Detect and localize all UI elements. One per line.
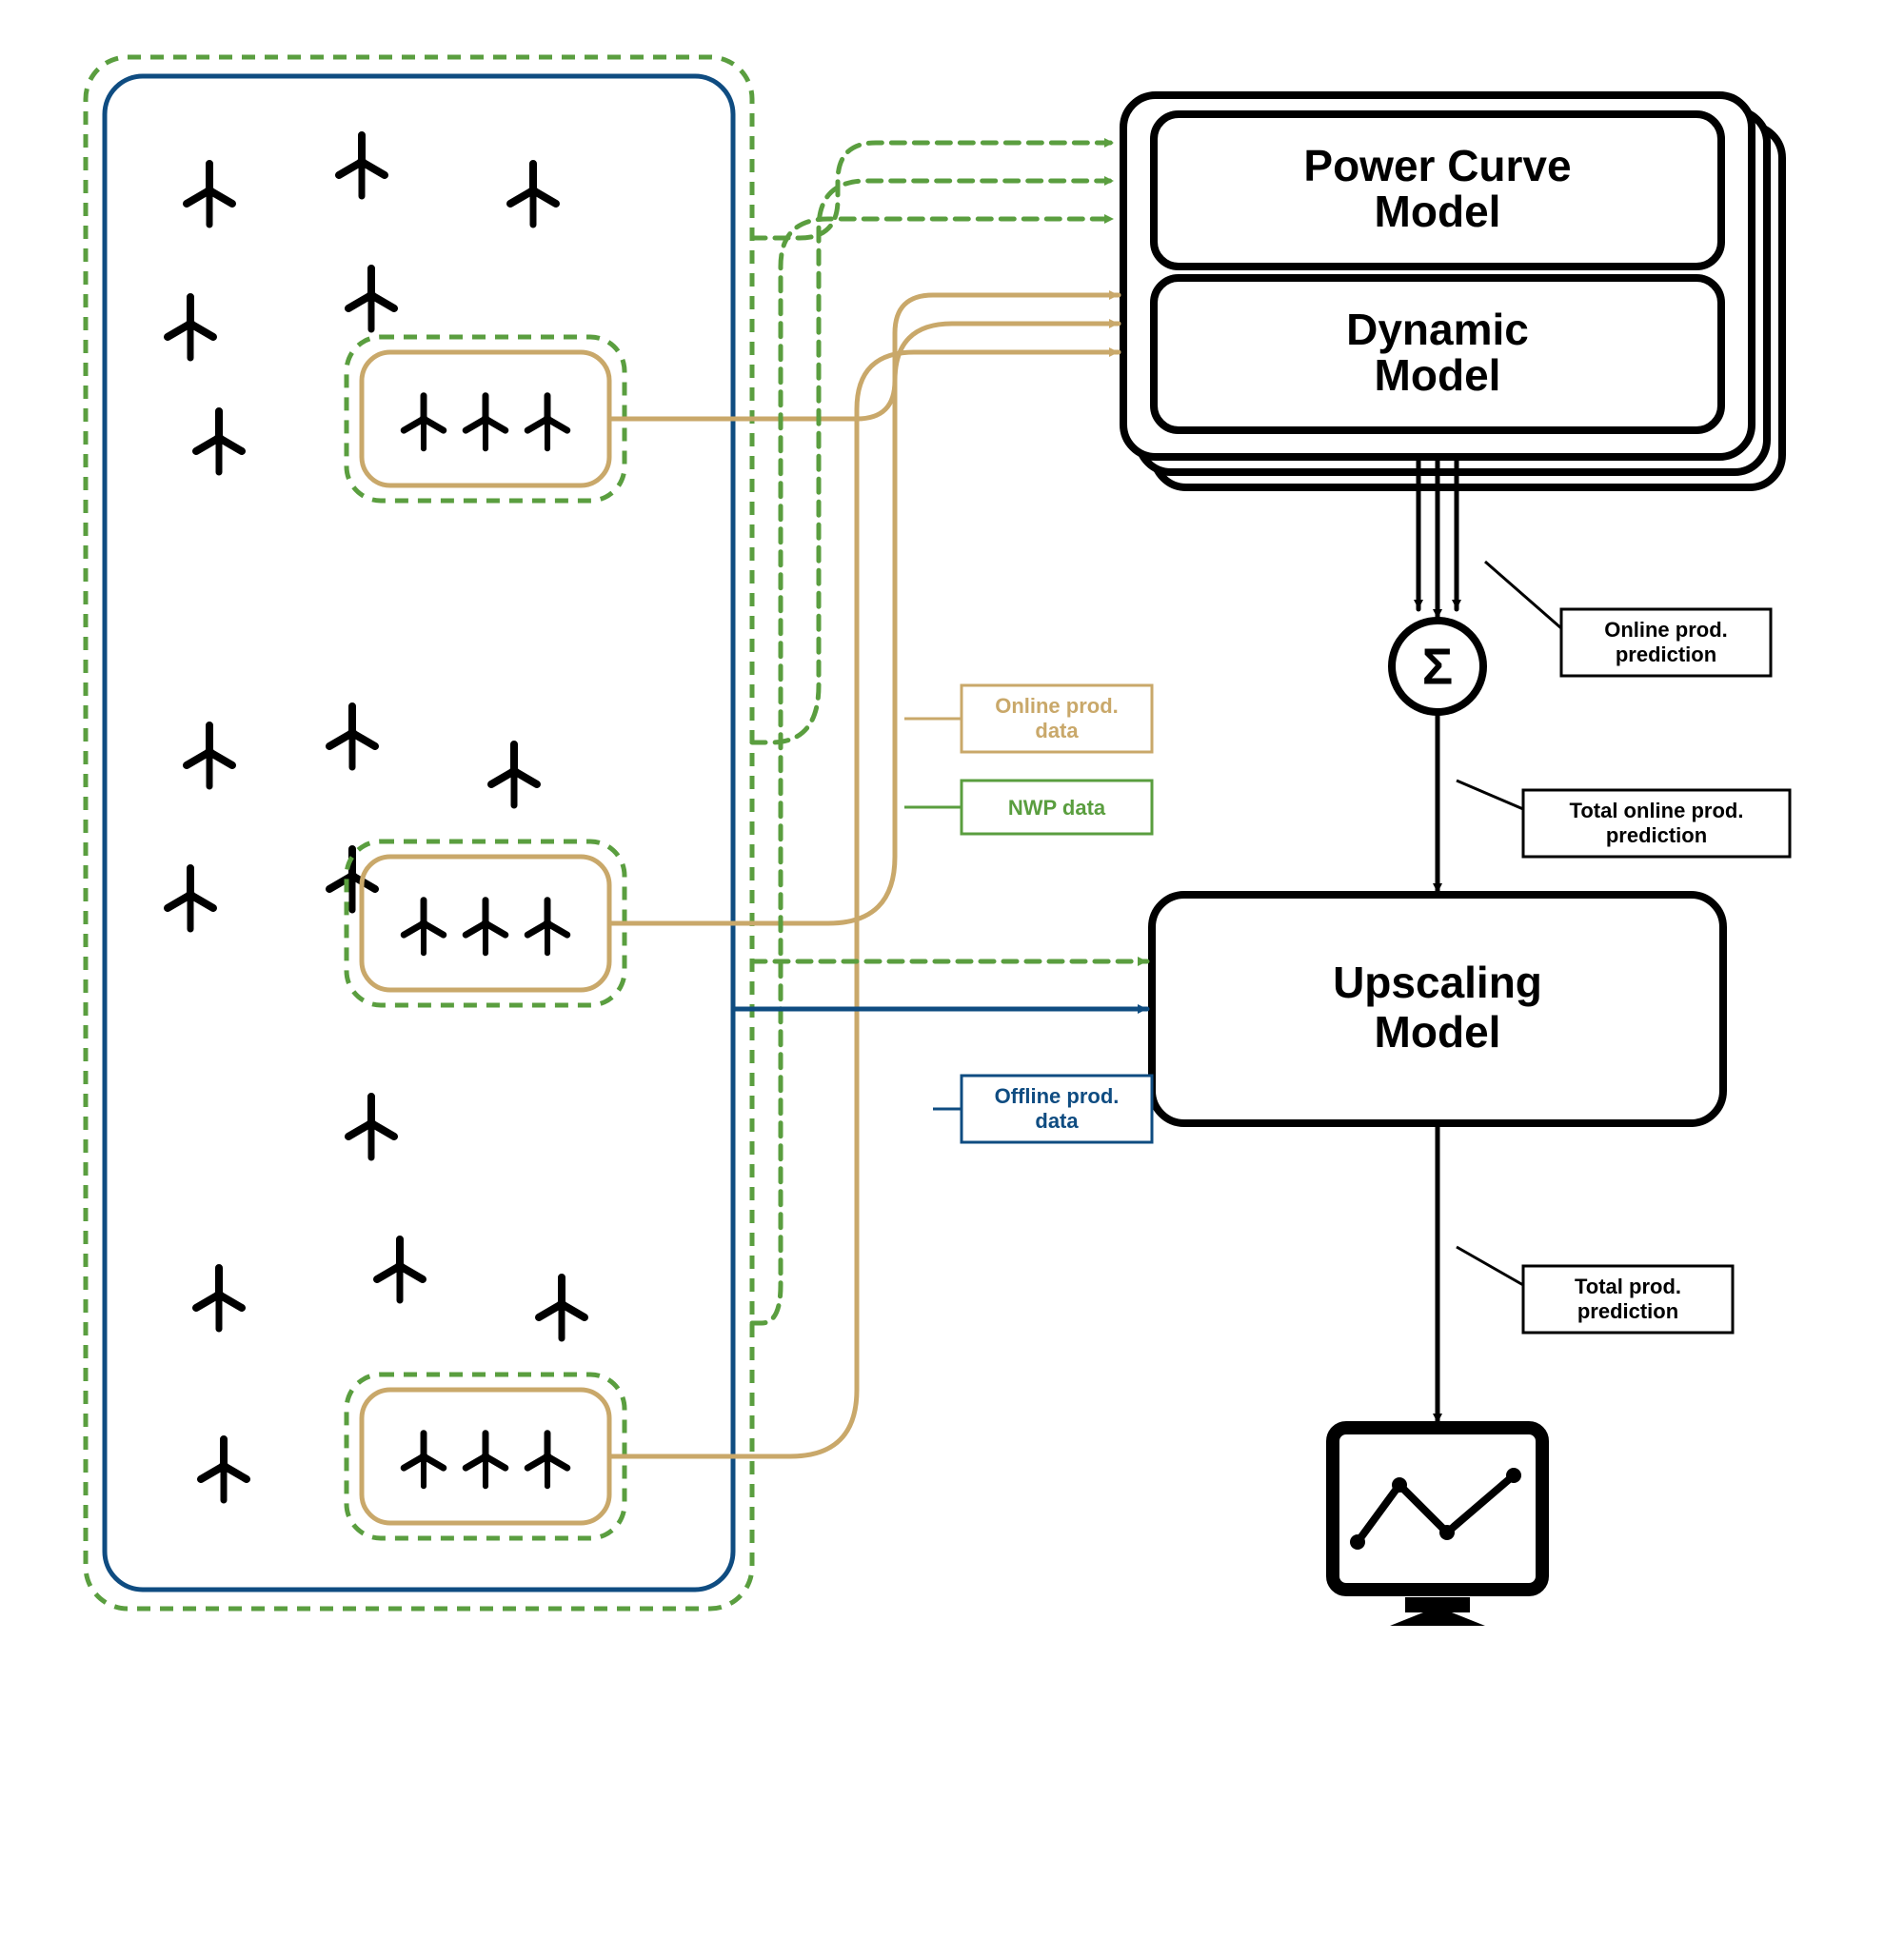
total-online-pred-label: prediction: [1606, 823, 1707, 847]
online-data-label: Online prod.: [995, 694, 1119, 718]
online-pred-label: prediction: [1616, 643, 1716, 666]
dynamic-model-label: Dynamic: [1346, 305, 1529, 354]
offline-data-label: data: [1035, 1109, 1079, 1133]
nwp-data-label: NWP data: [1008, 796, 1106, 820]
upscaling-label: Model: [1375, 1007, 1501, 1057]
online-pred-label: Online prod.: [1604, 618, 1728, 642]
dynamic-model-label: Model: [1375, 350, 1501, 400]
power-curve-label: Model: [1375, 187, 1501, 236]
sigma-label: Σ: [1422, 638, 1453, 695]
total-pred-label: Total prod.: [1575, 1275, 1681, 1298]
power-curve-label: Power Curve: [1303, 141, 1571, 190]
offline-data-label: Offline prod.: [995, 1084, 1120, 1108]
online-data-label: data: [1035, 719, 1079, 742]
total-online-pred-label: Total online prod.: [1570, 799, 1744, 822]
upscaling-label: Upscaling: [1333, 958, 1542, 1007]
total-pred-label: prediction: [1577, 1299, 1678, 1323]
